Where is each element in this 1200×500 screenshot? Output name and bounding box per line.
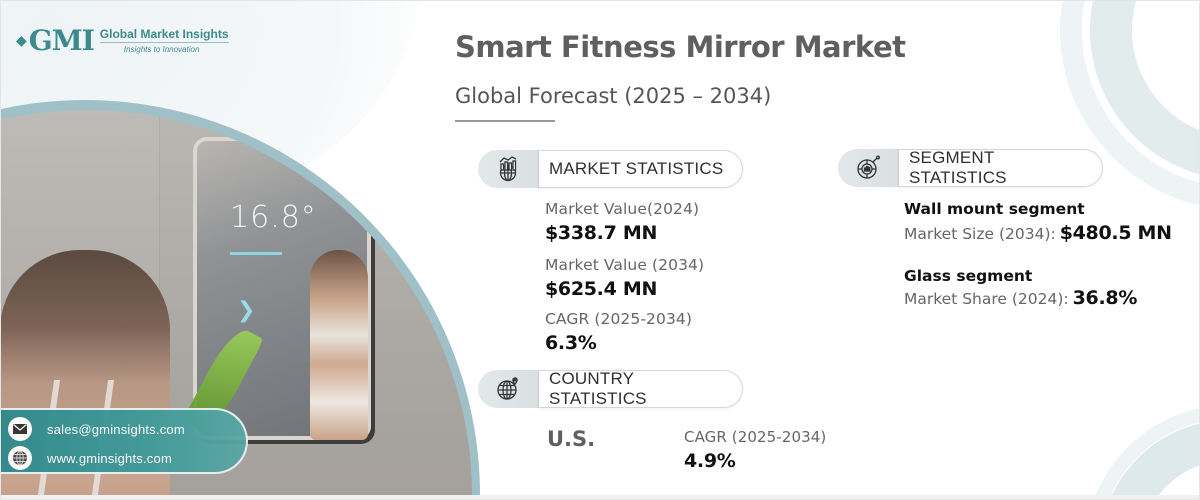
wall-mount-segment-line: Market Size (2034): $480.5 MN (904, 222, 1172, 244)
bottom-strip (0, 495, 1200, 500)
contact-email[interactable]: sales@gminsights.com (47, 421, 185, 437)
contact-box: sales@gminsights.com www.gminsights.com (0, 408, 248, 474)
mirror-progress-bar (230, 252, 282, 255)
wall-mount-market-size-value: $480.5 MN (1059, 222, 1172, 244)
contact-website[interactable]: www.gminsights.com (47, 450, 172, 466)
market-statistics-title: MARKET STATISTICS (538, 150, 743, 188)
glass-segment-heading: Glass segment (904, 267, 1033, 285)
country-cagr-label: CAGR (2025-2034) (684, 428, 827, 446)
globe-icon (8, 446, 32, 470)
page-title: Smart Fitness Mirror Market (455, 30, 906, 64)
envelope-icon (8, 417, 32, 441)
logo-diamond-icon: ◆ (16, 32, 27, 49)
country-cagr-value: 4.9% (684, 450, 736, 472)
country-name: U.S. (547, 427, 596, 451)
glass-market-share-value: 36.8% (1072, 287, 1138, 309)
market-value-2034-label: Market Value (2034) (545, 256, 705, 274)
cagr-value: 6.3% (545, 332, 597, 354)
segment-statistics-header: SEGMENT STATISTICS (838, 148, 1103, 187)
market-value-2024: $338.7 MN (545, 222, 658, 244)
glass-segment-line: Market Share (2024): 36.8% (904, 287, 1137, 309)
segment-statistics-title: SEGMENT STATISTICS (898, 148, 1103, 187)
contact-email-row[interactable]: sales@gminsights.com (8, 417, 185, 441)
mirror-temperature: 16.8° (230, 200, 317, 235)
segment-chart-icon (838, 149, 898, 187)
chevron-right-icon: ❯ (237, 298, 256, 323)
title-divider (455, 120, 555, 122)
contact-web-row[interactable]: www.gminsights.com (8, 446, 172, 470)
page-subtitle: Global Forecast (2025 – 2034) (455, 84, 772, 108)
market-value-2034: $625.4 MN (545, 278, 658, 300)
wall-mount-segment-heading: Wall mount segment (904, 200, 1085, 218)
country-statistics-header: COUNTRY STATISTICS (478, 369, 743, 408)
wall-mount-market-size-label: Market Size (2034): (904, 225, 1056, 243)
chart-globe-icon (478, 150, 538, 188)
gmi-logo[interactable]: ◆ GMI Global Market Insights Insights to… (16, 24, 229, 57)
mirror-reflection (310, 250, 368, 440)
country-statistics-title: COUNTRY STATISTICS (538, 369, 743, 408)
logo-name: Global Market Insights (99, 27, 229, 43)
globe-pin-icon (478, 370, 538, 408)
logo-tagline: Insights to Innovation (123, 45, 200, 54)
logo-mark: GMI (28, 24, 95, 57)
market-value-2024-label: Market Value(2024) (545, 200, 700, 218)
market-statistics-header: MARKET STATISTICS (478, 150, 743, 188)
glass-market-share-label: Market Share (2024): (904, 290, 1069, 308)
cagr-label: CAGR (2025-2034) (545, 310, 693, 328)
